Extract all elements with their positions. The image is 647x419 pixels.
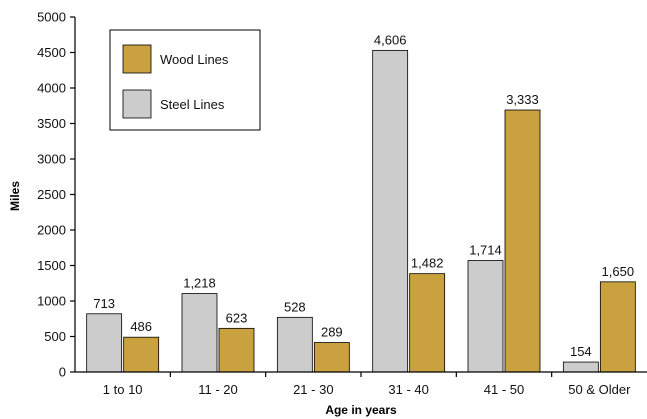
- wood-bar: [599, 281, 636, 373]
- x-tick-label: 50 & Older: [568, 382, 631, 397]
- y-tick-label: 0: [59, 365, 66, 380]
- steel-bar: [467, 260, 504, 373]
- y-tick-label: 1000: [37, 294, 66, 309]
- wood-data-label: 623: [226, 310, 248, 325]
- steel-bar: [372, 49, 409, 373]
- steel-bar: [276, 316, 313, 373]
- steel-data-label: 1,218: [183, 276, 216, 291]
- labels-layer: 0 500 1000 1500 2000 2500 3000 3500 4000 4500 5000…: [37, 10, 634, 398]
- legend-label-wood: Wood Lines: [160, 52, 229, 67]
- axes-layer: [70, 16, 647, 377]
- wood-bar: [123, 336, 160, 373]
- y-tick-label: 500: [44, 329, 66, 344]
- steel-data-label: 528: [284, 299, 306, 314]
- y-tick-label: 5000: [37, 10, 66, 25]
- x-tick-label: 41 - 50: [484, 382, 524, 397]
- steel-bar: [562, 361, 599, 373]
- wood-bar: [313, 342, 350, 373]
- steel-bar: [86, 313, 123, 373]
- wood-data-label: 289: [321, 325, 343, 340]
- steel-data-label: 713: [93, 296, 115, 311]
- wood-data-label: 486: [130, 319, 152, 334]
- wood-data-label: 1,482: [411, 256, 444, 271]
- legend-swatch-steel: [122, 89, 152, 119]
- x-tick-label: 31 - 40: [388, 382, 428, 397]
- x-tick-label: 11 - 20: [198, 382, 238, 397]
- steel-data-label: 4,606: [374, 32, 407, 47]
- wood-bar: [218, 327, 255, 373]
- legend-label-steel: Steel Lines: [160, 97, 225, 112]
- y-axis-title: Miles: [8, 181, 22, 211]
- steel-data-label: 154: [570, 344, 592, 359]
- y-tick-label: 3500: [37, 116, 66, 131]
- y-tick-label: 3000: [37, 152, 66, 167]
- x-tick-label: 21 - 30: [293, 382, 333, 397]
- bars-layer: [86, 49, 636, 373]
- x-axis-title: Age in years: [325, 403, 397, 417]
- wood-bar: [409, 273, 446, 373]
- y-tick-label: 2500: [37, 187, 66, 202]
- y-tick-label: 2000: [37, 223, 66, 238]
- y-tick-label: 1500: [37, 258, 66, 273]
- steel-bar: [181, 293, 218, 373]
- y-tick-label: 4500: [37, 45, 66, 60]
- y-tick-label: 4000: [37, 81, 66, 96]
- legend: Wood Lines Steel Lines: [109, 29, 261, 131]
- x-tick-label: 1 to 10: [103, 382, 143, 397]
- steel-data-label: 1,714: [469, 243, 502, 258]
- wood-bar: [504, 109, 541, 373]
- wood-data-label: 1,650: [602, 264, 635, 279]
- legend-swatch-wood: [122, 44, 152, 74]
- wood-data-label: 3,333: [506, 92, 539, 107]
